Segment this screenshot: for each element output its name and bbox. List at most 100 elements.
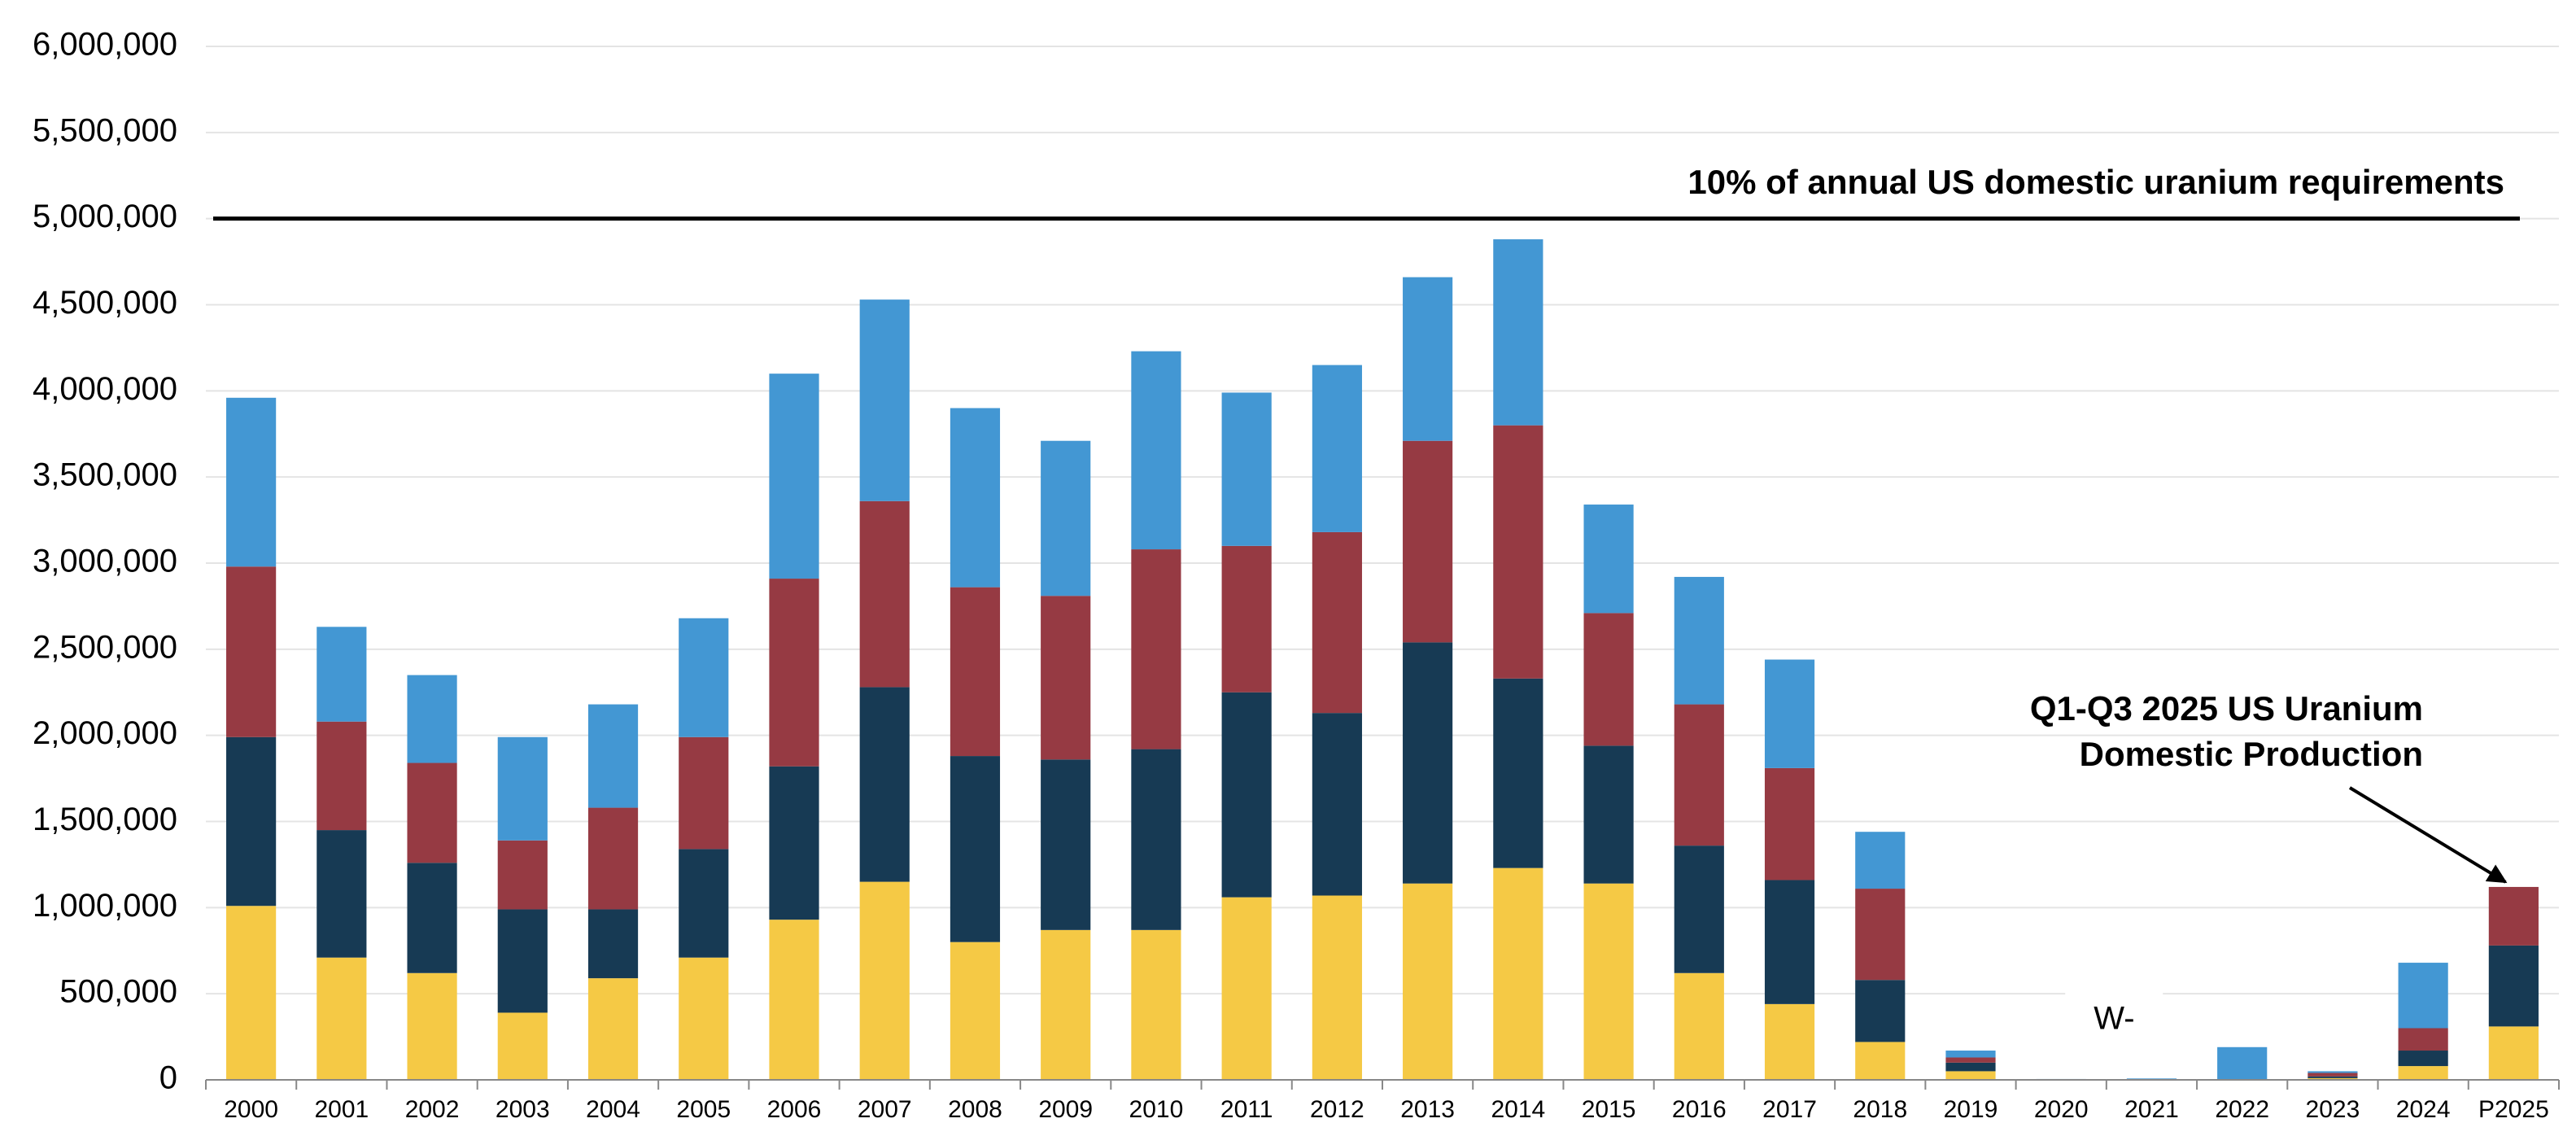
bar-segment [1312,713,1362,896]
bar-segment [1674,576,1724,705]
y-tick-label: 6,000,000 [33,27,177,63]
y-tick-label: 4,000,000 [33,371,177,407]
y-tick-label: 2,500,000 [33,629,177,665]
x-tick-label: 2016 [1672,1096,1727,1123]
y-tick-label: 1,000,000 [33,888,177,924]
bar-segment [1855,1042,1906,1080]
bar-segment [2307,1077,2358,1080]
bar-segment [859,500,910,688]
annotation: Q1-Q3 2025 US Uranium [2030,689,2423,727]
bar-segment [497,1012,548,1080]
x-tick-label: 2021 [2124,1096,2179,1123]
bar-segment [1041,596,1091,760]
bar-segment [1764,659,1815,768]
bar-segment [1583,745,1634,884]
y-tick-label: 2,000,000 [33,715,177,751]
bar-segment [1403,440,1453,643]
x-tick-label: 2017 [1762,1096,1817,1123]
bar-segment [317,957,367,1080]
bar-segment [226,736,277,907]
bar-segment [2488,886,2539,946]
x-tick-label: 2013 [1400,1096,1455,1123]
bar-segment [587,909,639,979]
bar-segment [2398,1051,2448,1067]
bar-segment [2307,1076,2358,1078]
bar-segment [1221,545,1272,693]
x-tick-label: 2022 [2215,1096,2269,1123]
bar-segment [1403,642,1453,884]
bar-segment [2217,1046,2268,1080]
x-tick-label: 2011 [1220,1096,1273,1123]
bar-segment [587,978,639,1080]
bar-segment [1221,692,1272,898]
bar-segment [1674,845,1724,973]
y-tick-label: 5,500,000 [33,112,177,148]
bar-segment [407,972,457,1080]
bar-segment [1945,1057,1996,1063]
bar-segment [950,587,1001,757]
bar-segment [226,566,277,737]
bar-segment [2488,1026,2539,1080]
bar-segment [1041,759,1091,930]
bar-segment [950,942,1001,1080]
bar-segment [2488,945,2539,1027]
bar-segment [497,909,548,1013]
x-tick-label: 2020 [2034,1096,2089,1123]
bar-segment [1041,929,1091,1080]
bar-segment [2398,963,2448,1029]
x-tick-label: 2001 [314,1096,369,1123]
bar-segment [1493,678,1543,868]
bar-segment [1403,883,1453,1080]
bar-segment [1493,239,1543,426]
y-tick-label: 1,500,000 [33,802,177,837]
x-tick-label: 2008 [948,1096,1002,1123]
x-tick-label: 2002 [405,1096,460,1123]
bar-segment [317,830,367,958]
x-tick-label: 2000 [224,1096,278,1123]
bar-segment [679,736,729,850]
bar-segment [317,627,367,722]
bar-segment [679,618,729,737]
bar-segment [1583,883,1634,1080]
bar-segment [407,762,457,863]
bar-segment [679,849,729,958]
bar-segment [1312,365,1362,532]
y-tick-label: 5,000,000 [33,199,177,234]
x-tick-label: 2014 [1491,1096,1545,1123]
bar-segment [407,675,457,763]
bar-segment [1131,929,1181,1080]
bar-segment [1945,1071,1996,1080]
x-tick-label: 2006 [767,1096,822,1123]
y-tick-label: 3,500,000 [33,457,177,493]
x-tick-label: P2025 [2478,1096,2549,1123]
bar-segment [1855,889,1906,981]
bar-segment [1583,505,1634,614]
bar-segment [1855,832,1906,889]
na-label-bg [2065,983,2163,1056]
bar-segment [950,756,1001,942]
x-tick-label: 2023 [2306,1096,2360,1123]
bar-segment [769,374,819,579]
bar-segment [2307,1071,2358,1073]
bar-segment [2307,1073,2358,1077]
bar-segment [587,807,639,910]
x-tick-label: 2012 [1310,1096,1364,1123]
bar-segment [587,704,639,808]
bar-segment [1945,1051,1996,1058]
bar-segment [226,906,277,1080]
bar-segment [769,579,819,767]
bar-segment [859,299,910,501]
x-tick-label: 2004 [586,1096,640,1123]
bar-segment [1041,440,1091,596]
bar-segment [1312,895,1362,1080]
x-tick-label: 2003 [496,1096,550,1123]
bar-segment [1312,531,1362,714]
bar-segment [950,408,1001,588]
bar-segment [1674,704,1724,846]
bar-segment [317,721,367,831]
annotation: Domestic Production [2080,735,2423,773]
x-tick-label: 2015 [1582,1096,1636,1123]
bar-segment [1221,392,1272,546]
bar-segment [859,881,910,1080]
